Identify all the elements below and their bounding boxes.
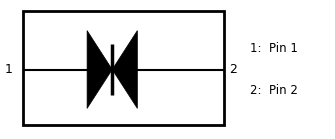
Bar [23, 11, 224, 125]
Text: 2: 2 [229, 63, 237, 76]
Polygon shape [87, 31, 112, 108]
Text: 2:  Pin 2: 2: Pin 2 [250, 84, 297, 97]
Polygon shape [112, 31, 137, 108]
Text: 1: 1 [4, 63, 12, 76]
Text: 1:  Pin 1: 1: Pin 1 [250, 42, 297, 55]
